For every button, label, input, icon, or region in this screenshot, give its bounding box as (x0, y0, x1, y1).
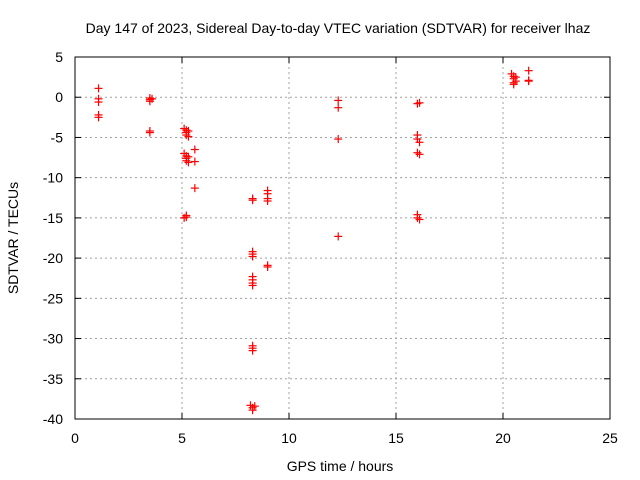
y-tick-label: -40 (43, 411, 63, 427)
data-point (190, 145, 199, 154)
data-point (415, 98, 424, 107)
data-point (413, 99, 422, 108)
chart-title: Day 147 of 2023, Sidereal Day-to-day VTE… (86, 20, 591, 36)
data-point (263, 262, 272, 271)
x-axis-label: GPS time / hours (287, 458, 394, 474)
data-point (250, 402, 259, 411)
data-point (248, 406, 257, 415)
x-tick-labels: 0 5 10 15 20 25 (71, 430, 618, 446)
data-point (248, 252, 257, 261)
data-point (334, 103, 343, 112)
data-point (511, 73, 520, 82)
data-point (334, 96, 343, 105)
data-point (184, 132, 193, 141)
data-point (524, 66, 533, 75)
data-point (182, 213, 191, 222)
x-tick-label: 5 (178, 430, 186, 446)
data-point (263, 196, 272, 205)
x-tick-label: 20 (495, 430, 511, 446)
data-point (190, 184, 199, 193)
data-point (248, 281, 257, 290)
data-point (148, 94, 157, 103)
x-tick-label: 15 (388, 430, 404, 446)
data-point (184, 152, 193, 161)
data-point (334, 232, 343, 241)
data-point (145, 128, 154, 137)
y-axis-label: SDTVAR / TECUs (5, 182, 21, 294)
y-tick-labels: 5 0 -5 -10 -15 -20 -25 -30 -35 -40 (43, 49, 63, 427)
data-point (190, 157, 199, 166)
axis-ticks (74, 56, 611, 420)
y-tick-label: 0 (55, 89, 63, 105)
y-tick-label: -15 (43, 210, 63, 226)
data-point (248, 346, 257, 355)
y-tick-label: -10 (43, 170, 63, 186)
data-point (413, 148, 422, 157)
y-tick-label: -20 (43, 250, 63, 266)
data-point (94, 98, 103, 107)
y-tick-label: -35 (43, 371, 63, 387)
plot-frame (74, 56, 611, 420)
x-tick-label: 25 (602, 430, 618, 446)
data-point (415, 215, 424, 224)
grid (75, 57, 610, 419)
data-points (94, 66, 533, 415)
data-point (509, 80, 518, 89)
y-tick-label: -25 (43, 290, 63, 306)
y-tick-label: 5 (55, 49, 63, 65)
data-point (94, 113, 103, 122)
data-point (94, 84, 103, 93)
data-point (334, 135, 343, 144)
y-tick-label: -5 (51, 129, 64, 145)
y-tick-label: -30 (43, 331, 63, 347)
data-point (248, 196, 257, 205)
x-tick-label: 10 (281, 430, 297, 446)
data-point (524, 77, 533, 86)
data-point (415, 138, 424, 147)
x-tick-label: 0 (71, 430, 79, 446)
data-point (415, 150, 424, 159)
